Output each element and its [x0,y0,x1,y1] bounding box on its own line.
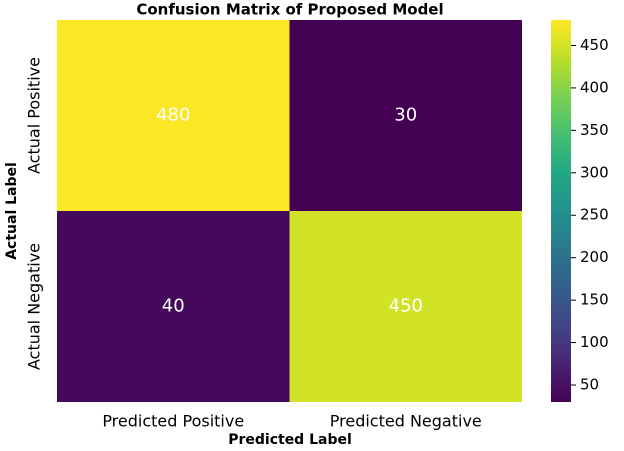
cell-label: 30 [394,105,417,126]
colorbar-tick-label: 400 [580,78,609,96]
y-tick-label: Actual Negative [25,243,44,370]
x-tick-label: Predicted Positive [102,412,244,431]
colorbar-tick-label: 350 [580,121,609,139]
colorbar-tick-label: 150 [580,291,609,309]
colorbar [551,20,571,402]
colorbar-tick-label: 450 [580,36,609,54]
x-axis-label: Predicted Label [228,432,352,448]
y-axis-label: Actual Label [4,162,20,260]
cell-label: 40 [162,296,185,317]
colorbar-tick-label: 100 [580,333,609,351]
colorbar-tick-label: 300 [580,163,609,181]
y-tick-label: Actual Positive [25,57,44,174]
x-tick-label: Predicted Negative [330,412,482,431]
heatmap-cell [57,20,290,211]
colorbar-tick-label: 50 [580,376,599,394]
heatmap-cell [57,211,290,402]
cell-label: 450 [389,296,423,317]
chart-title: Confusion Matrix of Proposed Model [136,1,443,19]
colorbar-tick-label: 250 [580,206,609,224]
colorbar-tick-label: 200 [580,248,609,266]
heatmap-cell [289,211,522,402]
cell-label: 480 [156,105,190,126]
heatmap-cell [289,20,522,211]
